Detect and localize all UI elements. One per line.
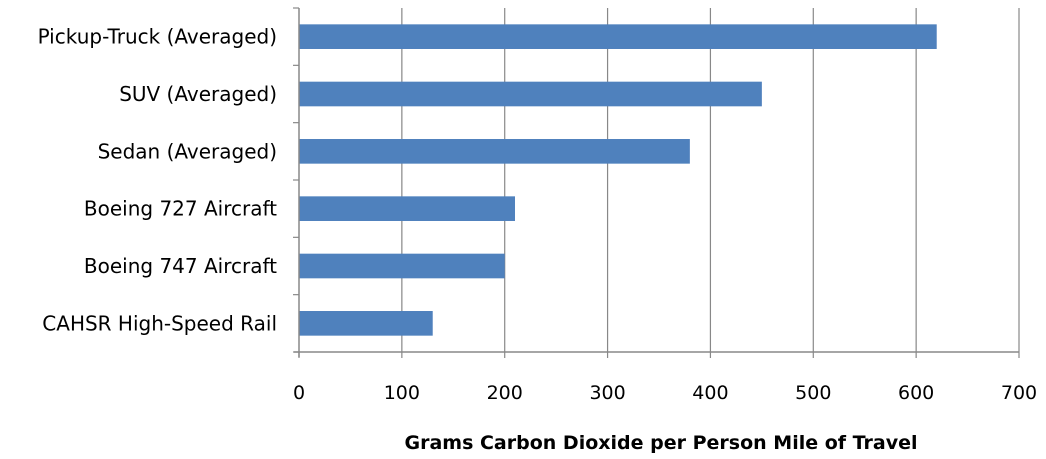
bar	[299, 253, 505, 279]
gridlines	[401, 8, 1020, 352]
bar	[299, 24, 937, 49]
x-tick-label: 600	[898, 382, 934, 404]
axes	[293, 7, 1020, 358]
bar	[299, 196, 515, 221]
bar	[299, 139, 690, 164]
x-tick-label: 400	[692, 382, 728, 404]
category-label: Sedan (Averaged)	[98, 139, 277, 163]
category-label: CAHSR High-Speed Rail	[42, 311, 277, 335]
x-tick-label: 0	[293, 382, 305, 404]
x-tick-label: 300	[589, 382, 625, 404]
x-tick-label: 100	[384, 382, 420, 404]
category-label: Pickup-Truck (Averaged)	[38, 25, 277, 49]
category-label: SUV (Averaged)	[119, 82, 277, 106]
bar	[299, 311, 433, 336]
category-labels: Pickup-Truck (Averaged) SUV (Averaged) Sed…	[38, 25, 278, 336]
x-tick-label: 200	[487, 382, 523, 404]
category-label: Boeing 727 Aircraft	[84, 197, 277, 221]
x-axis-title: Grams Carbon Dioxide per Person Mile of …	[404, 432, 917, 454]
x-tick-labels: 0 100 200 300 400 500 600 700	[293, 382, 1037, 404]
bar	[299, 81, 762, 107]
bars	[299, 24, 937, 336]
category-label: Boeing 747 Aircraft	[84, 254, 277, 278]
x-tick-label: 500	[795, 382, 831, 404]
x-tick-label: 700	[1001, 382, 1037, 404]
